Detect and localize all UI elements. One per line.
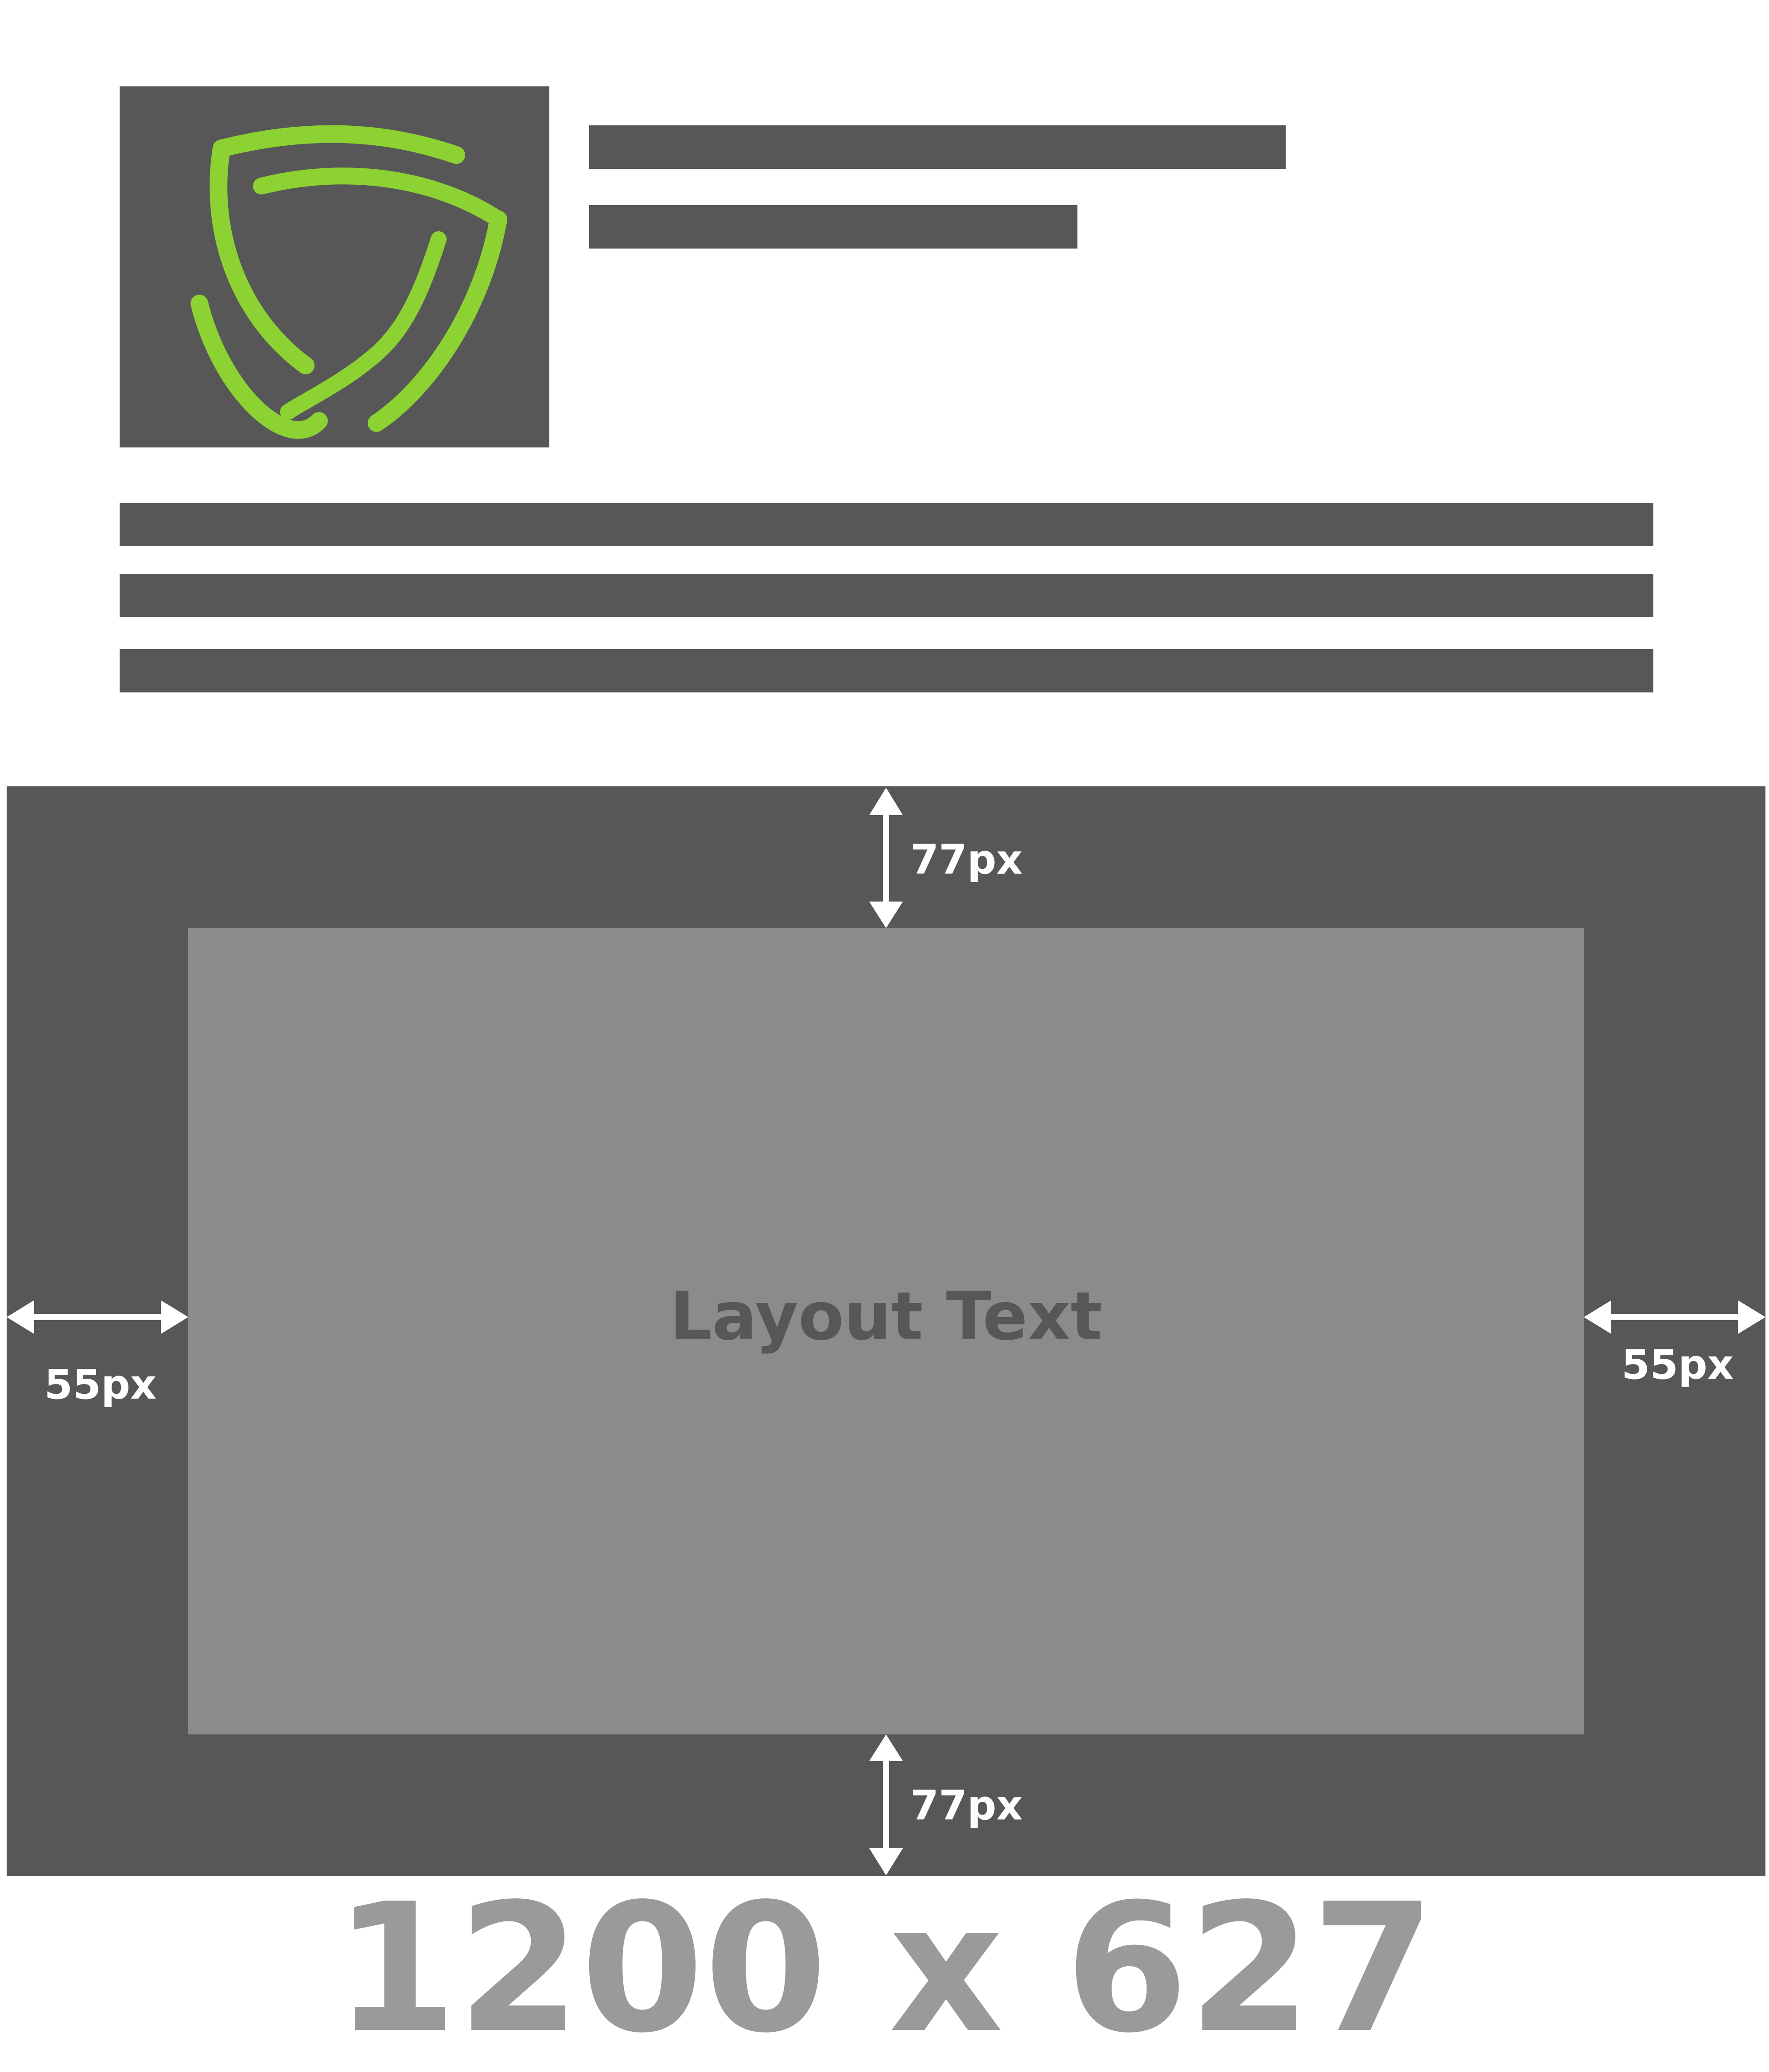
top-margin-label: 77px bbox=[910, 836, 1023, 883]
shield-arc-inner-right bbox=[280, 231, 447, 420]
header-placeholder-bar bbox=[589, 125, 1286, 169]
bottom-margin-label: 77px bbox=[910, 1782, 1023, 1829]
body-text-placeholder-bar bbox=[120, 503, 1653, 546]
logo-tile bbox=[120, 86, 549, 447]
dimensions-caption: 1200 x 627 bbox=[334, 1866, 1435, 2072]
layout-text: Layout Text bbox=[669, 1278, 1103, 1355]
shield-arc-inner-top bbox=[253, 167, 507, 228]
left-margin-label: 55px bbox=[44, 1361, 157, 1408]
shield-arc-outer-left bbox=[191, 295, 328, 439]
shield-arc-inner-left bbox=[210, 140, 315, 374]
safe-zone: Layout Text bbox=[188, 928, 1584, 1734]
body-text-placeholder-bar bbox=[120, 649, 1653, 692]
right-margin-label: 55px bbox=[1621, 1341, 1734, 1388]
shield-arc-right bbox=[368, 210, 507, 432]
body-text-placeholder-bar bbox=[120, 574, 1653, 617]
subheader-placeholder-bar bbox=[589, 205, 1077, 249]
shield-logo-icon bbox=[191, 125, 507, 439]
shield-arc-top bbox=[213, 125, 465, 164]
